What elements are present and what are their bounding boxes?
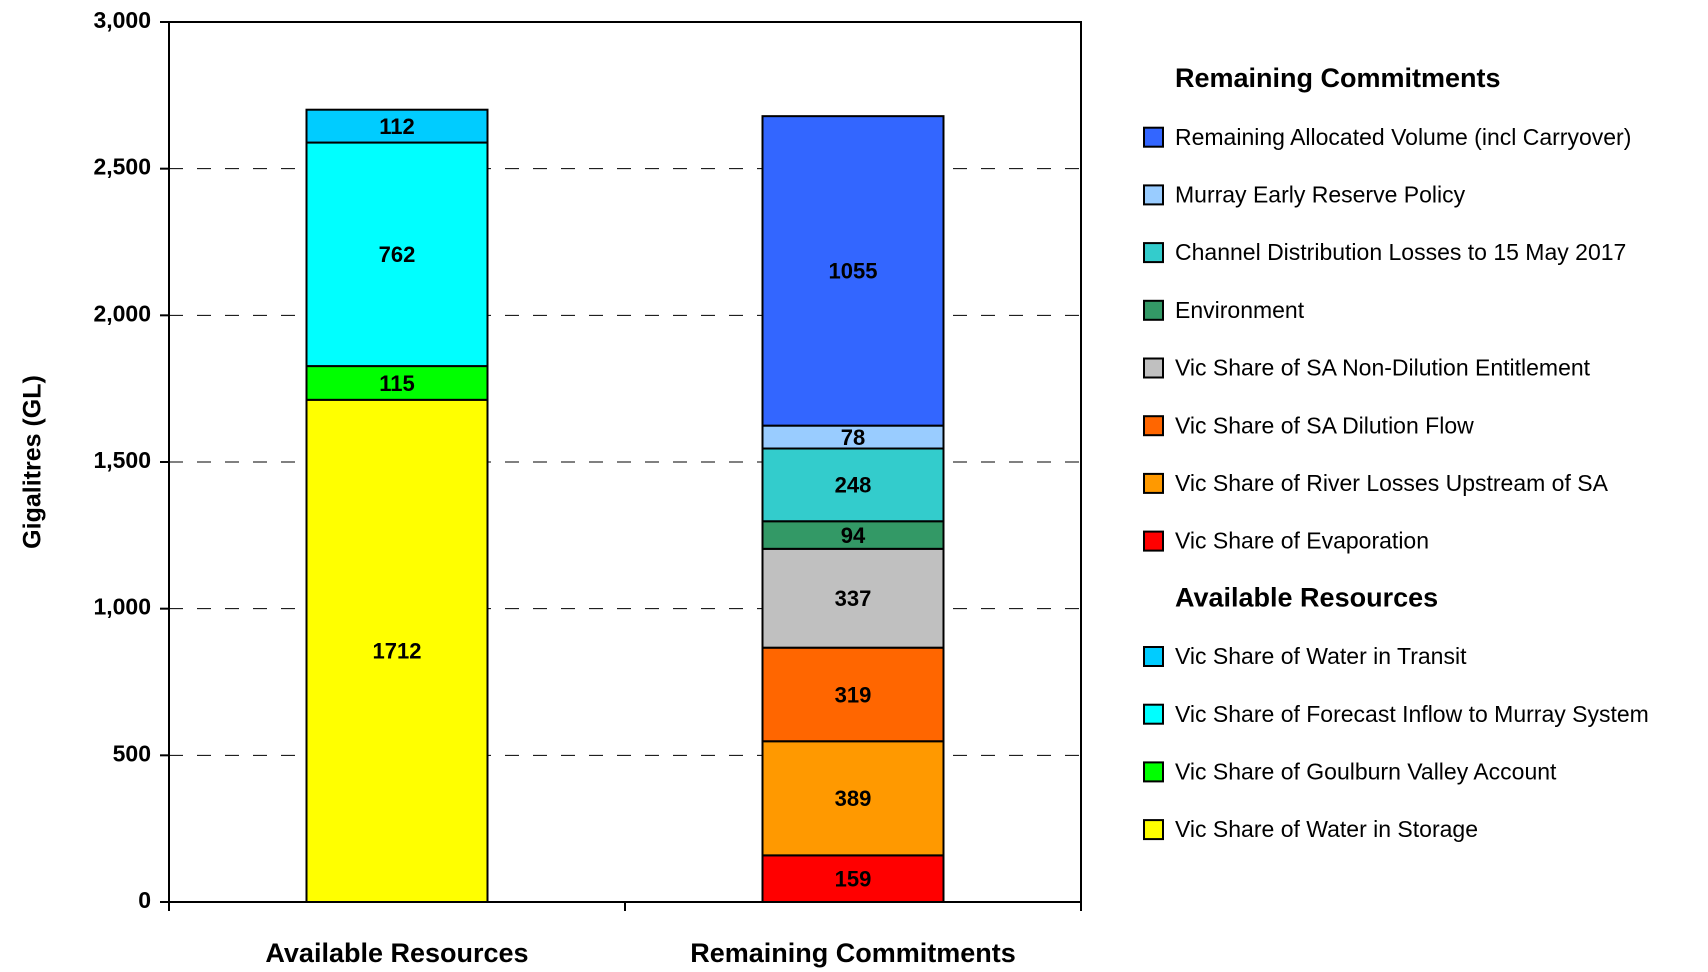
y-tick-label: 1,500	[93, 447, 151, 473]
legend-swatch	[1143, 415, 1164, 437]
data-label: 319	[835, 682, 872, 707]
legend-swatch	[1143, 530, 1164, 552]
data-label: 1712	[373, 639, 422, 664]
y-tick-label: 0	[138, 887, 151, 913]
legend-label: Channel Distribution Losses to 15 May 20…	[1175, 239, 1626, 265]
data-label: 78	[841, 425, 865, 450]
legend-swatch	[1143, 242, 1164, 264]
legend-label: Vic Share of Forecast Inflow to Murray S…	[1175, 701, 1649, 727]
legend-swatch	[1143, 299, 1164, 321]
legend-swatch	[1143, 357, 1164, 379]
legend-swatch	[1143, 819, 1164, 841]
data-label: 762	[379, 242, 416, 267]
legend-swatch	[1143, 472, 1164, 494]
data-label: 337	[835, 586, 872, 611]
y-axis-label: Gigalitres (GL)	[19, 375, 47, 549]
y-tick-label: 500	[113, 740, 151, 766]
data-label: 94	[841, 523, 866, 548]
y-tick-label: 1,000	[93, 594, 151, 620]
bar-segment	[761, 520, 945, 550]
legend-heading: Available Resources	[1175, 582, 1438, 612]
x-tick-label: Available Resources	[265, 938, 528, 968]
data-label: 248	[835, 473, 872, 498]
y-tick-label: 2,500	[93, 154, 151, 180]
y-tick-label: 2,000	[93, 300, 151, 326]
legend-label: Vic Share of Water in Transit	[1175, 643, 1467, 669]
legend-label: Vic Share of SA Dilution Flow	[1175, 412, 1474, 438]
legend-label: Vic Share of River Losses Upstream of SA	[1175, 470, 1609, 496]
legend-heading: Remaining Commitments	[1175, 63, 1501, 93]
legend-label: Vic Share of SA Non-Dilution Entitlement	[1175, 355, 1591, 381]
legend-swatch	[1143, 761, 1164, 783]
legend-swatch	[1143, 184, 1164, 206]
data-label: 1055	[829, 259, 878, 284]
data-label: 112	[379, 114, 415, 139]
bar-segment	[761, 740, 945, 857]
legend-label: Remaining Allocated Volume (incl Carryov…	[1175, 124, 1631, 150]
data-label: 159	[835, 866, 872, 891]
legend-label: Murray Early Reserve Policy	[1175, 181, 1466, 207]
legend-swatch	[1143, 703, 1164, 725]
bar-segment	[761, 854, 945, 903]
bar-segment	[305, 398, 489, 903]
legend-label: Vic Share of Evaporation	[1175, 528, 1429, 554]
legend-label: Environment	[1175, 297, 1305, 323]
bar-segment	[761, 646, 945, 743]
legend-swatch	[1143, 646, 1164, 667]
bar-segment	[305, 108, 489, 144]
bar-segment	[761, 447, 945, 523]
x-tick-label: Remaining Commitments	[690, 938, 1016, 968]
data-label: 389	[835, 786, 872, 811]
data-label: 115	[379, 371, 415, 396]
legend-label: Vic Share of Goulburn Valley Account	[1175, 758, 1557, 784]
legend-label: Vic Share of Water in Storage	[1175, 816, 1478, 842]
bar-segment	[761, 115, 945, 427]
y-tick-label: 3,000	[93, 7, 151, 33]
legend-swatch	[1143, 126, 1164, 148]
